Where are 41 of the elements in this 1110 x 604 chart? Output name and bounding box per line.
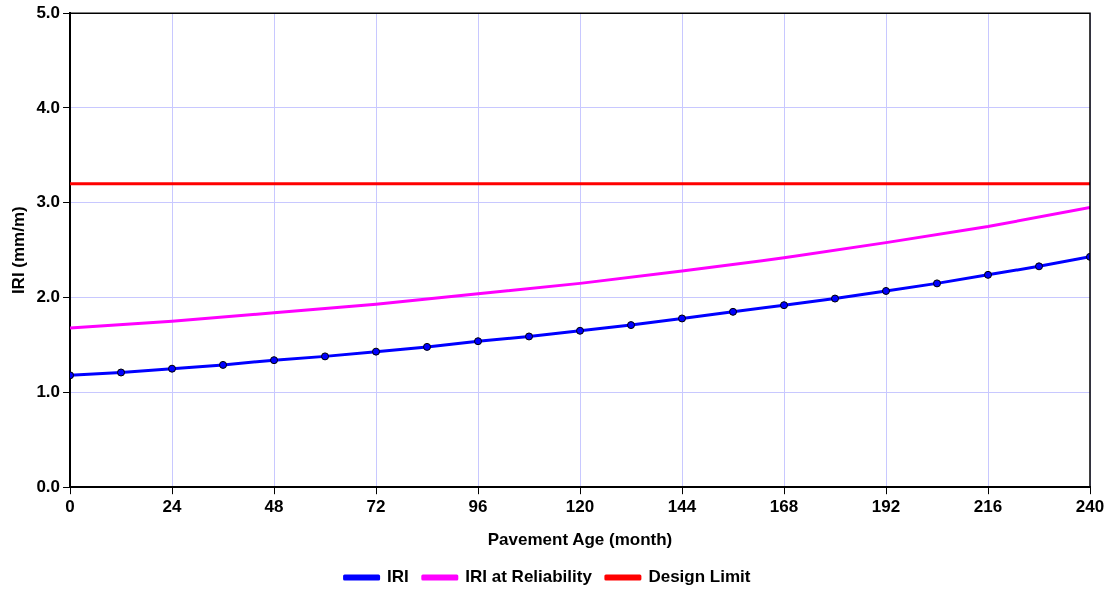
x-tick-label: 216 xyxy=(973,497,1003,517)
point xyxy=(729,307,738,316)
x-tick-label: 48 xyxy=(264,497,284,517)
point xyxy=(1035,262,1043,271)
x-tick-label: 168 xyxy=(769,497,799,517)
point xyxy=(423,342,432,351)
x-tick-label: 240 xyxy=(1075,497,1105,517)
y-tick-label: 2.0 xyxy=(36,287,61,307)
point xyxy=(627,321,636,330)
point xyxy=(780,301,789,310)
point xyxy=(984,270,992,279)
point xyxy=(678,314,687,323)
point xyxy=(270,356,279,365)
x-tick-label: 144 xyxy=(667,497,697,517)
point xyxy=(933,279,942,288)
point xyxy=(117,368,126,377)
y-tick-label: 1.0 xyxy=(36,382,61,402)
point xyxy=(882,286,891,295)
point xyxy=(474,337,483,346)
x-tick-label: 0 xyxy=(65,497,75,517)
point xyxy=(831,294,840,303)
x-tick-label: 192 xyxy=(871,497,901,517)
x-tick-label: 96 xyxy=(468,497,488,517)
y-tick-label: 0.0 xyxy=(36,476,61,496)
x-tick-label: 120 xyxy=(565,497,595,517)
point xyxy=(219,360,228,369)
y-axis-title: IRI (mm/m) xyxy=(8,206,28,295)
y-tick-label: 5.0 xyxy=(36,2,61,22)
x-tick-label: 72 xyxy=(366,497,386,517)
x-tick-label: 24 xyxy=(162,497,183,517)
legend-label: IRI at Reliability xyxy=(465,567,593,587)
legend-label: Design Limit xyxy=(648,567,751,587)
point xyxy=(576,326,585,335)
y-tick-label: 3.0 xyxy=(36,192,61,212)
legend-label: IRI xyxy=(387,567,409,587)
point xyxy=(525,332,534,341)
point xyxy=(168,364,177,373)
point xyxy=(372,347,381,356)
x-axis-title: Pavement Age (month) xyxy=(487,530,673,550)
y-tick-label: 4.0 xyxy=(36,97,61,117)
point xyxy=(321,352,330,361)
